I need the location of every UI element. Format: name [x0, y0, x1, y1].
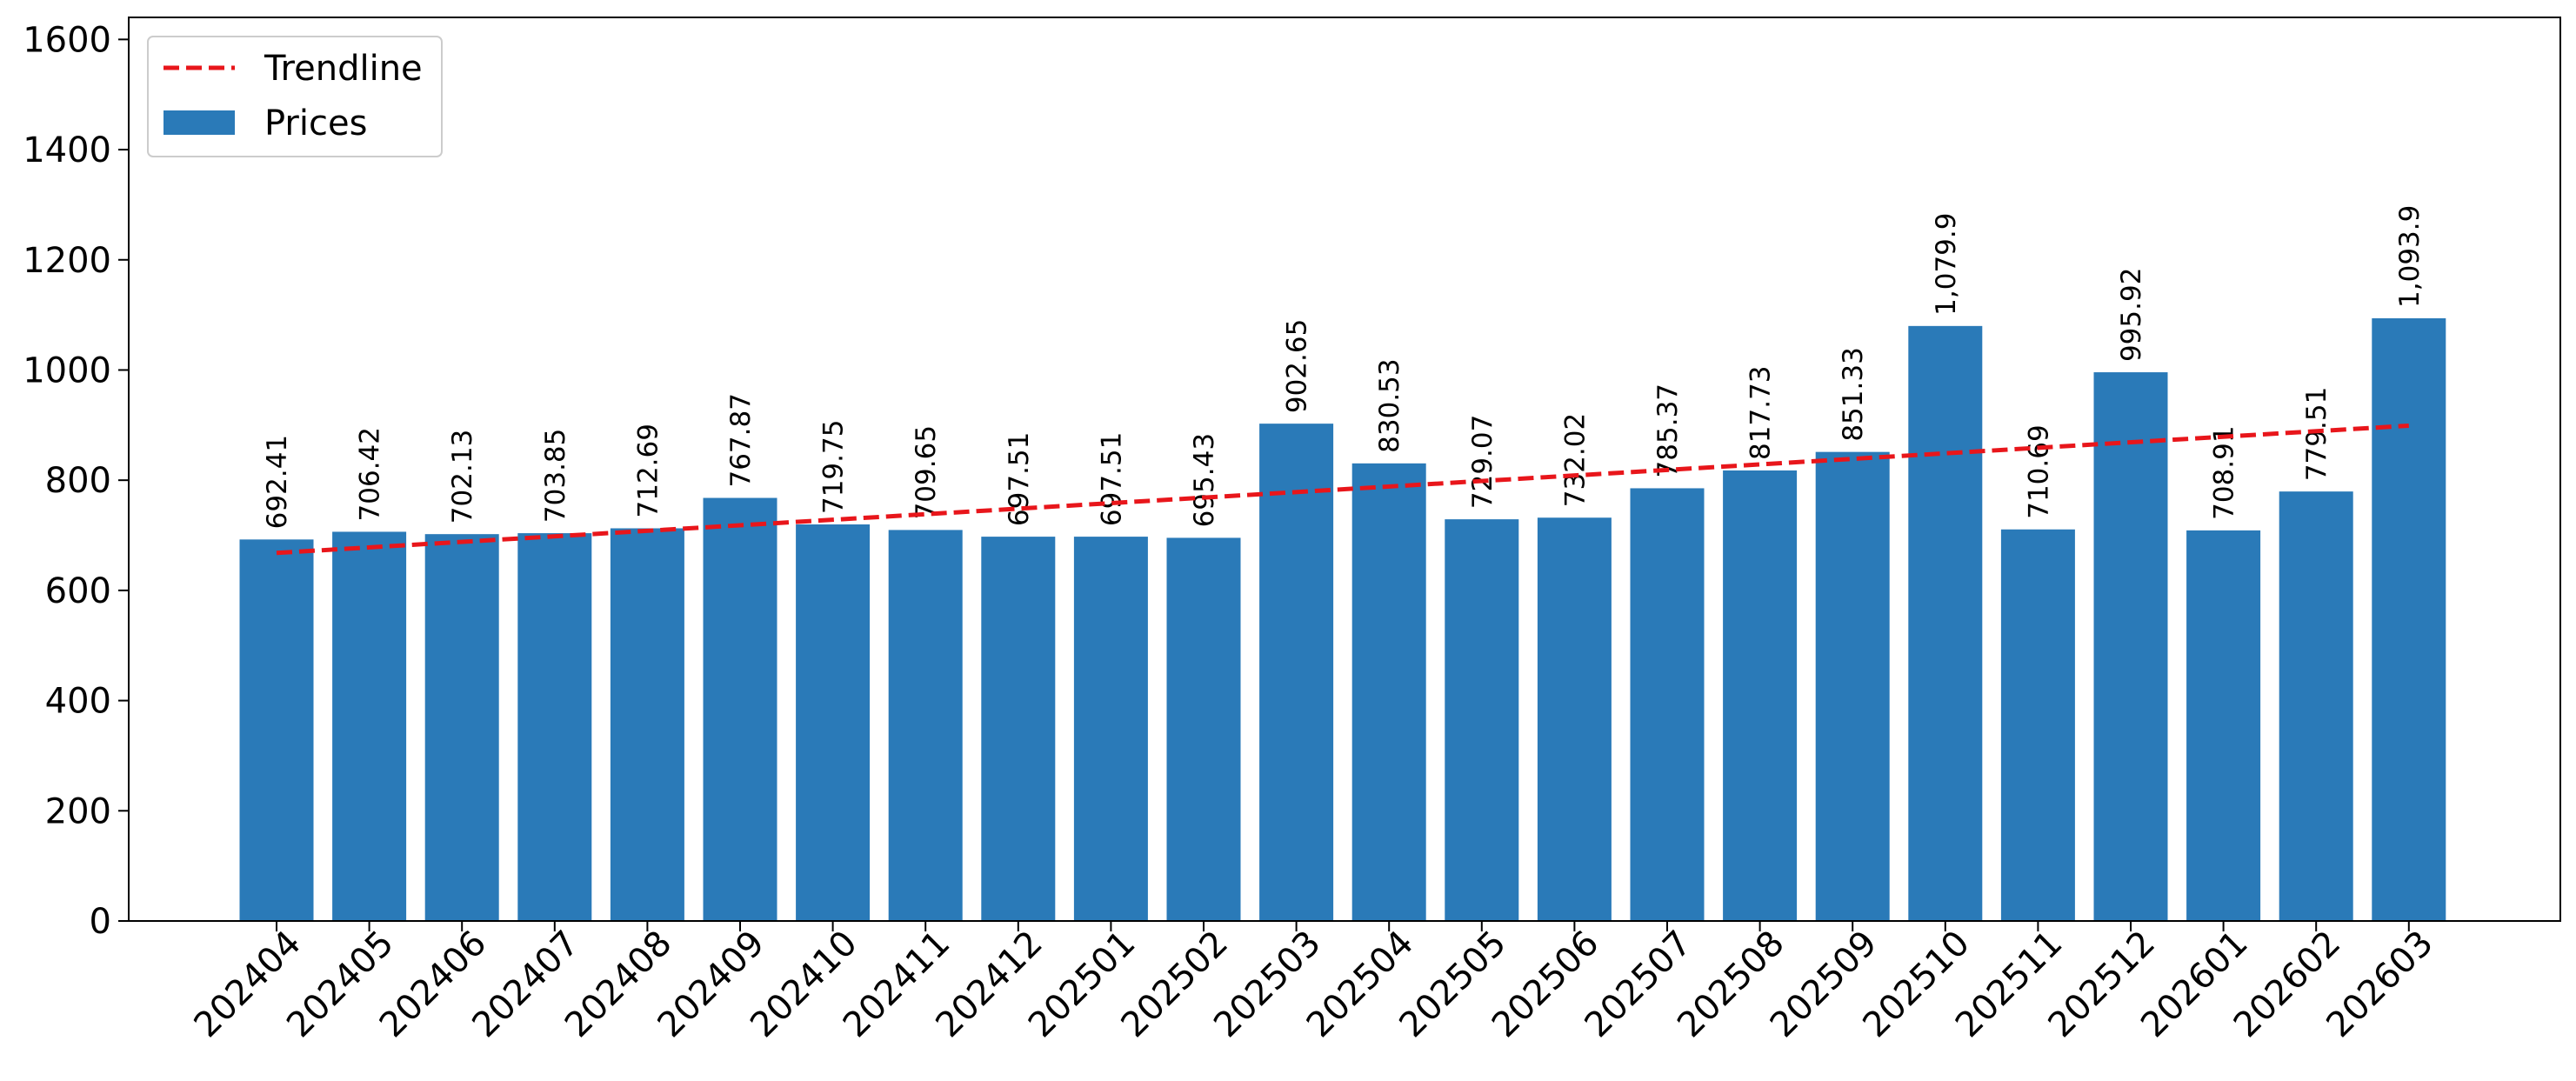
bar-value-label: 708.91: [2209, 425, 2240, 519]
y-tick-label: 1600: [23, 20, 111, 60]
bar-202602: [2279, 491, 2353, 921]
legend-label: Trendline: [264, 49, 423, 89]
bar-202405: [332, 531, 407, 921]
legend-label: Prices: [264, 103, 367, 143]
legend: Trendline Prices: [147, 36, 443, 157]
bar-value-label: 1,093.9: [2394, 205, 2426, 308]
y-tick-label: 0: [90, 902, 111, 942]
bar-value-label: 767.87: [725, 393, 757, 487]
bar-202409: [703, 497, 777, 921]
bar-202503: [1259, 424, 1334, 922]
bar-value-label: 706.42: [355, 427, 386, 521]
bar-202601: [2186, 530, 2261, 921]
bar-202507: [1630, 488, 1705, 921]
bar-202412: [981, 537, 1056, 921]
y-tick-label: 1000: [23, 350, 111, 390]
bar-value-label: 695.43: [1189, 433, 1220, 527]
bar-202508: [1723, 470, 1798, 921]
bar-value-label: 729.07: [1467, 415, 1498, 509]
bar-value-label: 1,079.9: [1931, 213, 1962, 316]
bar-value-label: 702.13: [447, 430, 478, 524]
bar-value-label: 830.53: [1374, 358, 1405, 452]
bar-value-label: 692.41: [262, 435, 293, 529]
bar-value-label: 817.73: [1745, 365, 1777, 459]
y-tick-label: 1200: [23, 241, 111, 281]
bar-value-label: 995.92: [2116, 268, 2147, 362]
bar-labels-layer: 692.41 706.42 702.13 703.85 712.69 767.87 719.…: [262, 205, 2426, 530]
bar-value-label: 712.69: [632, 424, 664, 517]
bar-202505: [1445, 519, 1519, 921]
trendline-layer: [276, 423, 2409, 556]
bar-202501: [1073, 537, 1148, 921]
bar-202407: [517, 533, 592, 921]
bar-202603: [2372, 317, 2446, 921]
bar-202502: [1166, 537, 1241, 921]
bar-value-label: 902.65: [1282, 319, 1313, 413]
bar-202509: [1815, 451, 1890, 921]
bar-value-label: 697.51: [1004, 432, 1035, 526]
legend-prices-swatch: [164, 110, 235, 135]
bar-value-label: 697.51: [1096, 432, 1127, 526]
bars-layer: [239, 317, 2446, 922]
bar-value-label: 732.02: [1559, 413, 1591, 507]
bar-202411: [888, 530, 963, 921]
bar-value-label: 710.69: [2023, 424, 2054, 518]
y-tick-label: 600: [45, 571, 111, 611]
bar-value-label: 719.75: [818, 420, 850, 514]
bar-202504: [1351, 463, 1426, 921]
bar-202510: [1908, 325, 1983, 921]
bar-value-label: 779.51: [2301, 387, 2332, 481]
bar-value-label: 703.85: [540, 429, 571, 523]
bar-202406: [424, 534, 499, 921]
bar-value-label: 851.33: [1838, 347, 1869, 441]
y-tick-label: 400: [45, 682, 111, 722]
y-tick-label: 800: [45, 461, 111, 501]
bar-value-label: 785.37: [1652, 384, 1684, 477]
bar-202410: [796, 524, 871, 921]
trendline: [276, 423, 2409, 556]
bar-202506: [1537, 517, 1612, 921]
bar-202511: [2000, 529, 2075, 921]
bar-value-label: 709.65: [911, 425, 942, 519]
bar-202404: [239, 539, 314, 921]
bar-202512: [2093, 372, 2168, 922]
plot-frame: [128, 17, 2561, 922]
bar-202408: [610, 528, 684, 921]
y-tick-label: 1400: [23, 130, 111, 170]
y-tick-label: 200: [45, 791, 111, 831]
